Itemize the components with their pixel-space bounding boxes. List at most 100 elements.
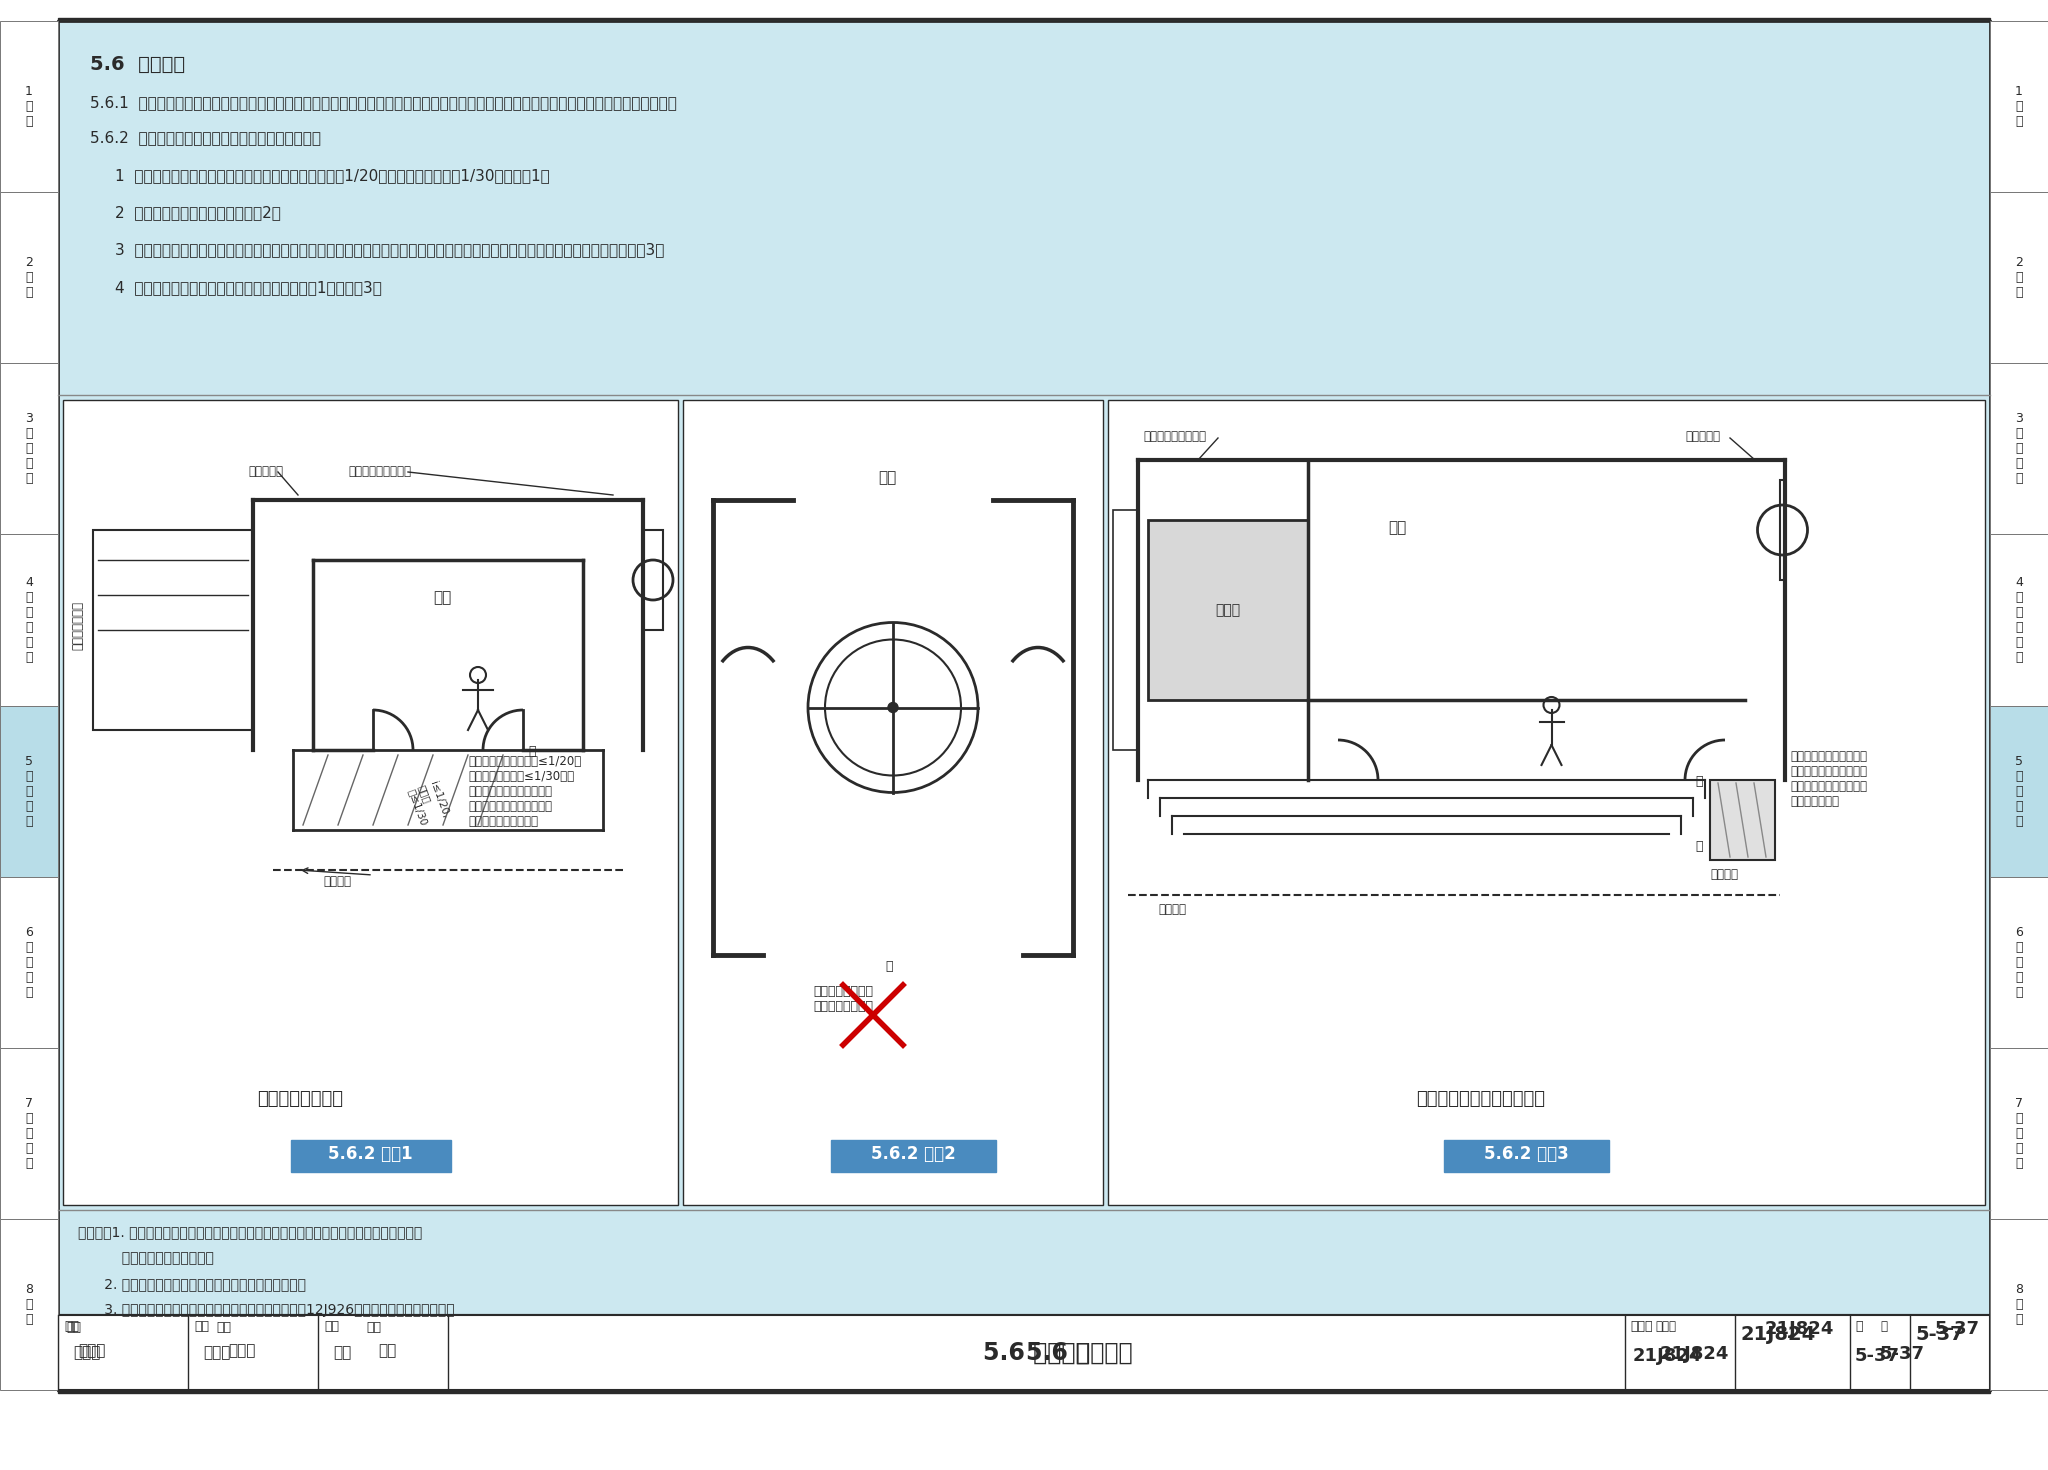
- Bar: [57, 1316, 209, 1391]
- Text: 入口台阶，应采用防滑材
料铺装，应有防止积水的
措施，严寒、寒冷地区宜
采取防结冰措施: 入口台阶，应采用防滑材 料铺装，应有防止积水的 措施，严寒、寒冷地区宜 采取防结…: [1790, 750, 1868, 809]
- Text: 审核: 审核: [66, 1322, 82, 1333]
- Text: 21J824: 21J824: [1661, 1345, 1729, 1363]
- Text: 21J824: 21J824: [1741, 1324, 1815, 1344]
- Text: 3  出入口的地面、台阶、踏步、坡道等均应采用防滑材料铺装，应有防止积水的措施，严寒、寒冷地区宜采取防结冰措施。【图示3】: 3 出入口的地面、台阶、踏步、坡道等均应采用防滑材料铺装，应有防止积水的措施，严…: [115, 243, 664, 257]
- Text: 5
建
筑
设
计: 5 建 筑 设 计: [25, 754, 33, 828]
- Text: 电动轮椅停放区: 电动轮椅停放区: [72, 601, 84, 650]
- Bar: [57, 18, 1991, 21]
- Bar: [1759, 1316, 1876, 1391]
- Text: 2
术
语: 2 术 语: [25, 256, 33, 300]
- Text: 2. 建筑出入口雨篷应能完全覆盖台阶和坡道最前沿。: 2. 建筑出入口雨篷应能完全覆盖台阶和坡道最前沿。: [78, 1277, 305, 1291]
- Text: 下: 下: [1696, 775, 1702, 788]
- Text: 3
基
本
规
定: 3 基 本 规 定: [25, 412, 33, 485]
- Bar: [1876, 1316, 1929, 1391]
- Bar: [1444, 1141, 1610, 1172]
- Bar: [508, 1316, 1651, 1391]
- Bar: [831, 1141, 995, 1172]
- Bar: [1991, 21, 2048, 193]
- Text: 设计: 设计: [367, 1322, 381, 1333]
- Bar: [682, 400, 1104, 1205]
- Bar: [1780, 481, 1786, 581]
- Text: 下: 下: [528, 745, 535, 759]
- Text: 1  宜采用平坡出入口，平坡出入口的地面坡度不应大于1/20，有条件时不宜大于1/30。【图示1】: 1 宜采用平坡出入口，平坡出入口的地面坡度不应大于1/20，有条件时不宜大于1/…: [115, 168, 549, 182]
- Text: 8
附
录: 8 附 录: [25, 1283, 33, 1326]
- Bar: [1108, 400, 1985, 1205]
- Bar: [1710, 781, 1776, 860]
- Text: 3
基
本
规
定: 3 基 本 规 定: [2015, 412, 2023, 485]
- Bar: [0, 21, 57, 193]
- Bar: [92, 531, 254, 731]
- Text: 雨篷边界: 雨篷边界: [1157, 903, 1186, 916]
- Bar: [1991, 1048, 2048, 1219]
- Bar: [1991, 706, 2048, 876]
- Text: 值班室: 值班室: [1214, 603, 1241, 617]
- Text: 5
建
筑
设
计: 5 建 筑 设 计: [2015, 754, 2023, 828]
- Bar: [0, 363, 57, 535]
- Text: 轮椅及助行器停放区: 轮椅及助行器停放区: [348, 465, 412, 478]
- Text: 轮椅及助行器停放区: 轮椅及助行器停放区: [1143, 431, 1206, 442]
- Text: 5-37: 5-37: [1915, 1324, 1964, 1344]
- Bar: [0, 1219, 57, 1391]
- Bar: [1651, 1316, 1759, 1391]
- Text: 5-37: 5-37: [1935, 1320, 1980, 1338]
- Text: 雨篷边界: 雨篷边界: [324, 875, 350, 888]
- Text: 校对: 校对: [195, 1320, 209, 1333]
- Text: 2
术
语: 2 术 语: [2015, 256, 2023, 300]
- Bar: [0, 535, 57, 706]
- Text: 6
专
门
要
求: 6 专 门 要 求: [2015, 926, 2023, 998]
- Text: 页: 页: [1855, 1320, 1862, 1333]
- Text: 设计: 设计: [324, 1320, 340, 1333]
- Bar: [0, 193, 57, 363]
- Text: 5.6.2 图示3: 5.6.2 图示3: [1485, 1145, 1569, 1163]
- Text: 5.6  交通空间: 5.6 交通空间: [90, 54, 184, 74]
- Text: 5.6.2  老年人使用的出入口和门厅应符合下列规定：: 5.6.2 老年人使用的出入口和门厅应符合下列规定：: [90, 129, 322, 146]
- Text: 5.6.1  老年人使用的交通空间应清晰、明确、易于识别，且有规范、系统的提示标识；失智老年人使用的交通空间，线路组织应便捷、连贯。: 5.6.1 老年人使用的交通空间应清晰、明确、易于识别，且有规范、系统的提示标识…: [90, 96, 678, 110]
- Text: 5.6.2 图示1: 5.6.2 图示1: [328, 1145, 414, 1163]
- Text: 设凸出的防滑条和砂粒。: 设凸出的防滑条和砂粒。: [78, 1251, 213, 1266]
- Bar: [1991, 1219, 2048, 1391]
- Text: 设置平坡入口，坡度应≤1/20，
场地条件允许时宜≤1/30，应
采用防滑材料铺装，应有防
止积水的措施，严寒、寒冷
地区宜采取防结冰措施: 设置平坡入口，坡度应≤1/20， 场地条件允许时宜≤1/30，应 采用防滑材料铺…: [469, 756, 582, 828]
- Text: 图集号: 图集号: [1630, 1320, 1653, 1333]
- Bar: [358, 1316, 508, 1391]
- Text: 1
总
则: 1 总 则: [2015, 85, 2023, 128]
- Bar: [0, 706, 57, 876]
- Circle shape: [889, 703, 897, 713]
- Text: 4  出入口附近应设助行器和轮椅停放区。【图示1】【图示3】: 4 出入口附近应设助行器和轮椅停放区。【图示1】【图示3】: [115, 279, 381, 295]
- Text: 校对: 校对: [215, 1322, 231, 1333]
- Text: 5-37: 5-37: [1880, 1345, 1925, 1363]
- Text: 6
专
门
要
求: 6 专 门 要 求: [25, 926, 33, 998]
- Bar: [0, 876, 57, 1048]
- Text: 李弘玉: 李弘玉: [74, 1345, 100, 1360]
- Text: 图集号: 图集号: [1655, 1320, 1675, 1333]
- Bar: [57, 1316, 1991, 1391]
- Text: 页: 页: [1880, 1320, 1886, 1333]
- Text: 5.6.2 图示2: 5.6.2 图示2: [870, 1145, 954, 1163]
- Text: 5.6 交通空间: 5.6 交通空间: [1026, 1341, 1133, 1364]
- Bar: [1929, 1316, 1991, 1391]
- Bar: [1991, 193, 2048, 363]
- Text: 伞具存放区: 伞具存放区: [1686, 431, 1720, 442]
- Text: 平坡出入口示意图: 平坡出入口示意图: [258, 1089, 344, 1108]
- Text: 3. 各类无障碍具具的安装参见国家建筑标准设计图集12J926《无障碍设计》相关内容。: 3. 各类无障碍具具的安装参见国家建筑标准设计图集12J926《无障碍设计》相关…: [78, 1302, 455, 1317]
- Text: 5-37: 5-37: [1855, 1347, 1901, 1366]
- Text: 5.6 交通空间: 5.6 交通空间: [983, 1341, 1090, 1364]
- Text: 下: 下: [885, 960, 893, 973]
- Bar: [63, 400, 678, 1205]
- Text: 2  出入口严禁采用旋转门。【图示2】: 2 出入口严禁采用旋转门。【图示2】: [115, 204, 281, 220]
- Text: 下: 下: [1696, 839, 1702, 853]
- Text: 8
附
录: 8 附 录: [2015, 1283, 2023, 1326]
- Bar: [1991, 535, 2048, 706]
- Bar: [1149, 520, 1309, 700]
- Text: 伞具存放区: 伞具存放区: [248, 465, 283, 478]
- Text: 21J824: 21J824: [1765, 1320, 1835, 1338]
- Text: 4
基
地
与
场
地: 4 基 地 与 场 地: [25, 576, 33, 664]
- Bar: [1991, 876, 2048, 1048]
- Bar: [209, 1316, 358, 1391]
- Text: 门厅: 门厅: [1389, 520, 1407, 535]
- Text: 李弘玉: 李弘玉: [78, 1344, 104, 1358]
- Text: 台阶结合坡道出入口示意图: 台阶结合坡道出入口示意图: [1417, 1089, 1546, 1108]
- Bar: [1112, 510, 1139, 750]
- Bar: [0, 1048, 57, 1219]
- Bar: [291, 1141, 451, 1172]
- Bar: [57, 1316, 1991, 1391]
